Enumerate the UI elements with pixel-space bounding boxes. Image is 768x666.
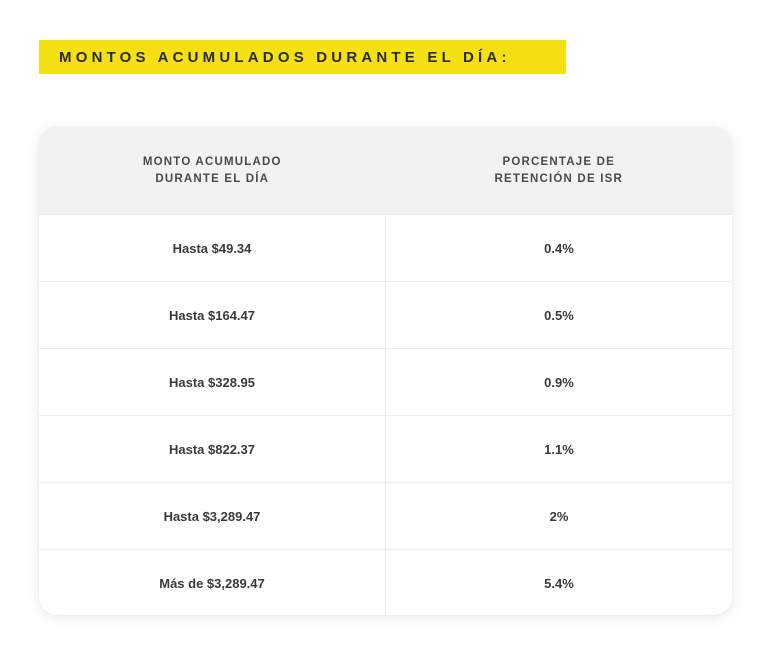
table-header: MONTO ACUMULADO DURANTE EL DÍA PORCENTAJ…	[39, 127, 732, 214]
amount-cell: Hasta $328.95	[39, 349, 386, 415]
amount-cell: Hasta $822.37	[39, 416, 386, 482]
section-title: MONTOS ACUMULADOS DURANTE EL DÍA:	[59, 48, 511, 66]
header-amount-line-2: DURANTE EL DÍA	[155, 172, 270, 185]
table-row: Más de $3,289.47 5.4%	[39, 549, 732, 615]
rate-cell: 0.9%	[544, 374, 574, 390]
rate-cell: 0.4%	[544, 240, 574, 256]
amount-cell: Más de $3,289.47	[39, 550, 386, 615]
header-amount: MONTO ACUMULADO DURANTE EL DÍA	[39, 127, 386, 214]
amount-cell: Hasta $3,289.47	[39, 483, 386, 549]
header-rate-line-2: RETENCIÓN DE ISR	[494, 172, 623, 185]
rate-cell: 1.1%	[544, 441, 574, 457]
table-row: Hasta $164.47 0.5%	[39, 281, 732, 348]
retention-table: MONTO ACUMULADO DURANTE EL DÍA PORCENTAJ…	[39, 127, 732, 615]
header-amount-line-1: MONTO ACUMULADO	[142, 155, 282, 168]
rate-cell: 5.4%	[544, 575, 574, 591]
header-rate-line-1: PORCENTAJE DE	[502, 155, 615, 168]
table-row: Hasta $328.95 0.9%	[39, 348, 732, 415]
header-rate: PORCENTAJE DE RETENCIÓN DE ISR	[386, 127, 733, 214]
section-title-highlight: MONTOS ACUMULADOS DURANTE EL DÍA:	[39, 40, 566, 74]
amount-cell: Hasta $49.34	[39, 215, 386, 281]
rate-cell: 2%	[549, 508, 569, 524]
table-row: Hasta $49.34 0.4%	[39, 214, 732, 281]
table-row: Hasta $822.37 1.1%	[39, 415, 732, 482]
amount-cell: Hasta $164.47	[39, 282, 386, 348]
rate-cell: 0.5%	[544, 307, 574, 323]
table-row: Hasta $3,289.47 2%	[39, 482, 732, 549]
